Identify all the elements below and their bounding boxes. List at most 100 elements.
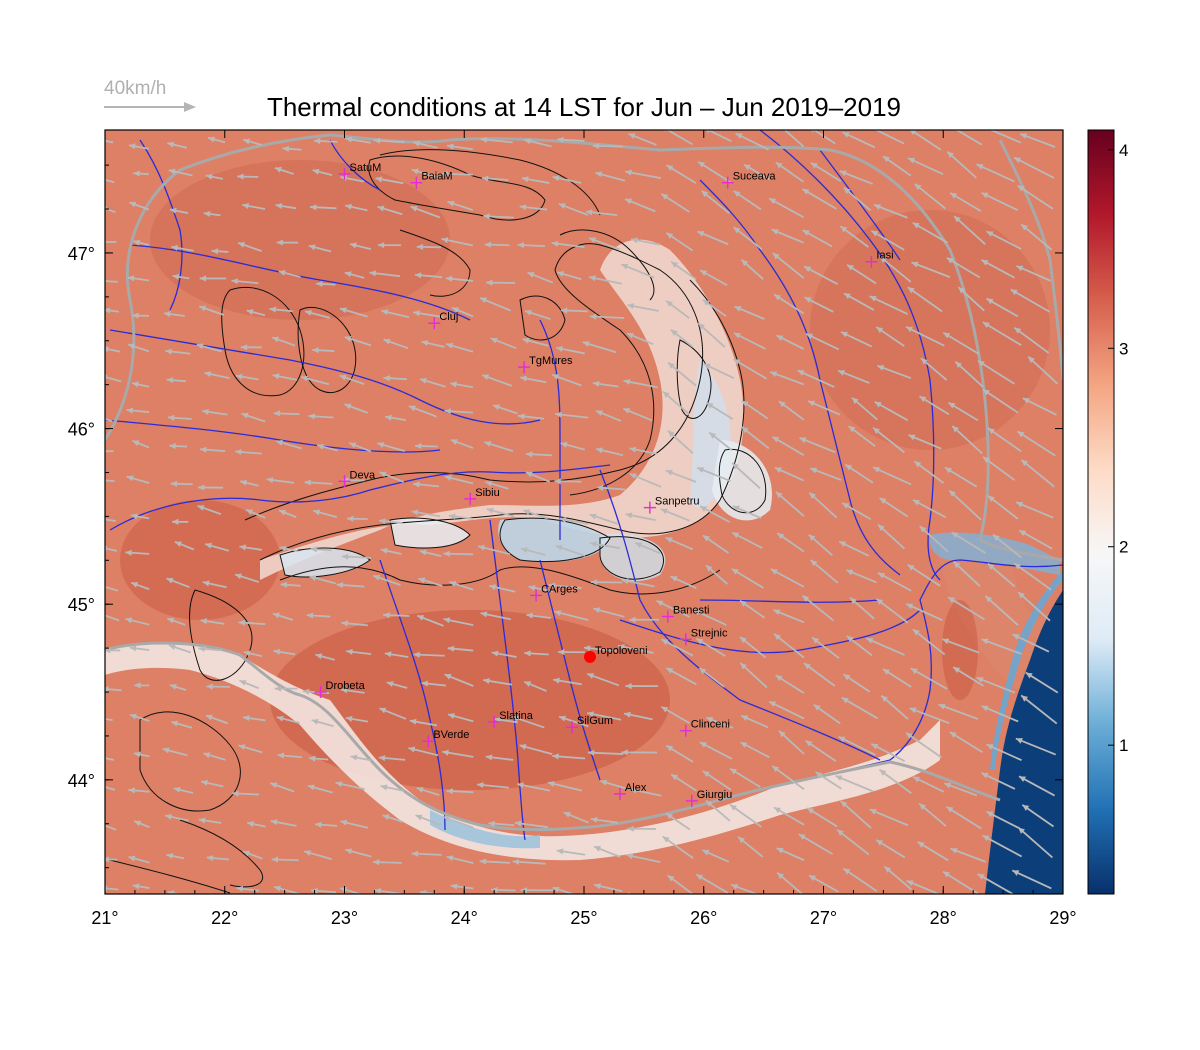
wind-arrow-head: [484, 441, 492, 447]
lon-tick-label: 23°: [331, 908, 358, 928]
wind-arrow-head: [839, 541, 847, 548]
wind-arrow-head: [629, 473, 637, 480]
wind-arrow-head: [1014, 327, 1022, 334]
colorbar-tick-label: 2: [1119, 538, 1128, 557]
wind-arrow-head: [775, 675, 783, 682]
wind-arrow-head: [666, 165, 674, 172]
wind-arrow-head: [621, 578, 629, 585]
wind-arrow-head: [1019, 530, 1027, 537]
wind-arrow-head: [908, 434, 916, 441]
wind-arrow-head: [813, 704, 821, 711]
wind-arrow-head: [243, 138, 251, 145]
wind-arrow-head: [733, 332, 741, 339]
wind-arrow-head: [986, 744, 994, 750]
wind-arrow-head: [1019, 776, 1027, 782]
wind-arrow-head: [777, 872, 784, 880]
wind-arrow-head: [344, 403, 352, 410]
wind-arrow-head: [587, 711, 594, 718]
wind-arrow-head: [950, 192, 958, 199]
wind-arrow-head: [774, 121, 781, 127]
wind-arrow-head: [702, 849, 710, 856]
wind-arrow-head: [552, 374, 560, 380]
wind-arrow-head: [105, 307, 111, 314]
wind-arrow-head: [478, 544, 485, 551]
wind-arrow-head: [312, 168, 320, 175]
wind-arrow-head: [843, 187, 851, 195]
city-giurgiu: Giurgiu: [685, 789, 732, 807]
lat-tick-label: 45°: [68, 595, 95, 615]
wind-arrow-head: [623, 408, 631, 414]
wind-arrow-head: [308, 244, 316, 251]
wind-arrow-head: [380, 784, 388, 791]
wind-arrow-head: [308, 755, 316, 762]
wind-arrow-head: [96, 448, 102, 454]
wind-arrow-head: [443, 550, 450, 557]
wind-arrow-head: [871, 743, 879, 750]
wind-arrow-head: [982, 456, 990, 464]
wind-arrow-head: [981, 638, 989, 645]
wind-arrow: [1015, 737, 1056, 756]
wind-arrow: [105, 718, 113, 722]
wind-arrow-head: [527, 272, 535, 278]
wind-arrow-head: [697, 231, 705, 237]
wind-arrow-head: [693, 609, 701, 616]
wind-arrow: [911, 261, 951, 278]
wind-arrow-head: [374, 887, 382, 894]
wind-arrow-head: [237, 173, 244, 180]
wind-arrow-head: [349, 242, 357, 249]
wind-arrow: [870, 229, 905, 251]
wind-arrow-head: [246, 309, 254, 316]
wind-arrow-head: [808, 534, 816, 541]
wind-arrow-head: [446, 342, 454, 349]
wind-arrow-head: [846, 635, 854, 643]
wind-arrow-head: [589, 513, 597, 520]
wind-arrow-head: [919, 526, 927, 533]
wind-arrow-head: [942, 638, 950, 645]
wind-arrow-head: [592, 380, 600, 387]
wind-arrow: [987, 427, 1022, 453]
lon-tick-label: 26°: [690, 908, 717, 928]
wind-arrow-head: [629, 616, 636, 623]
wind-arrow-head: [1021, 695, 1029, 702]
wind-arrow-head: [421, 340, 429, 347]
wind-arrow-head: [869, 296, 877, 302]
wind-arrow-head: [339, 307, 347, 314]
wind-arrow-head: [553, 677, 560, 684]
wind-arrow-head: [838, 370, 846, 376]
wind-arrow-head: [772, 436, 780, 443]
wind-arrow: [951, 425, 983, 455]
wind-arrow-head: [169, 443, 176, 450]
wind-arrow-head: [912, 222, 920, 229]
wind-arrow-head: [631, 237, 638, 244]
wind-arrow-head: [671, 261, 679, 268]
wind-arrow-head: [559, 715, 567, 722]
wind-arrow-head: [349, 442, 357, 449]
wind-arrow-head: [986, 231, 994, 237]
wind-arrow-head: [809, 875, 817, 882]
wind-arrow-head: [705, 565, 713, 572]
wind-arrow-head: [625, 169, 632, 176]
wind-arrow-head: [589, 237, 597, 244]
wind-arrow-head: [413, 310, 420, 317]
wind-arrow: [905, 603, 943, 622]
wind-arrow-head: [377, 242, 385, 249]
wind-arrow-head: [132, 381, 139, 388]
wind-arrow-head: [560, 307, 568, 314]
wind-arrow-head: [270, 819, 278, 826]
wind-arrow-head: [731, 884, 739, 890]
wind-arrow: [942, 331, 980, 355]
lon-tick-label: 24°: [451, 908, 478, 928]
wind-arrow-head: [626, 853, 634, 860]
wind-arrow-head: [448, 513, 456, 520]
wind-arrow-head: [479, 297, 487, 304]
wind-arrow: [869, 808, 909, 827]
wind-arrow-head: [582, 341, 590, 347]
wind-arrow-head: [443, 617, 451, 624]
wind-arrow-head: [810, 467, 818, 474]
wind-arrow-head: [517, 242, 525, 249]
wind-arrow-head: [520, 375, 527, 382]
wind-arrow-head: [379, 518, 386, 525]
city-label: Drobeta: [326, 680, 366, 692]
wind-arrow-head: [129, 645, 137, 652]
wind-arrow-head: [240, 479, 248, 486]
